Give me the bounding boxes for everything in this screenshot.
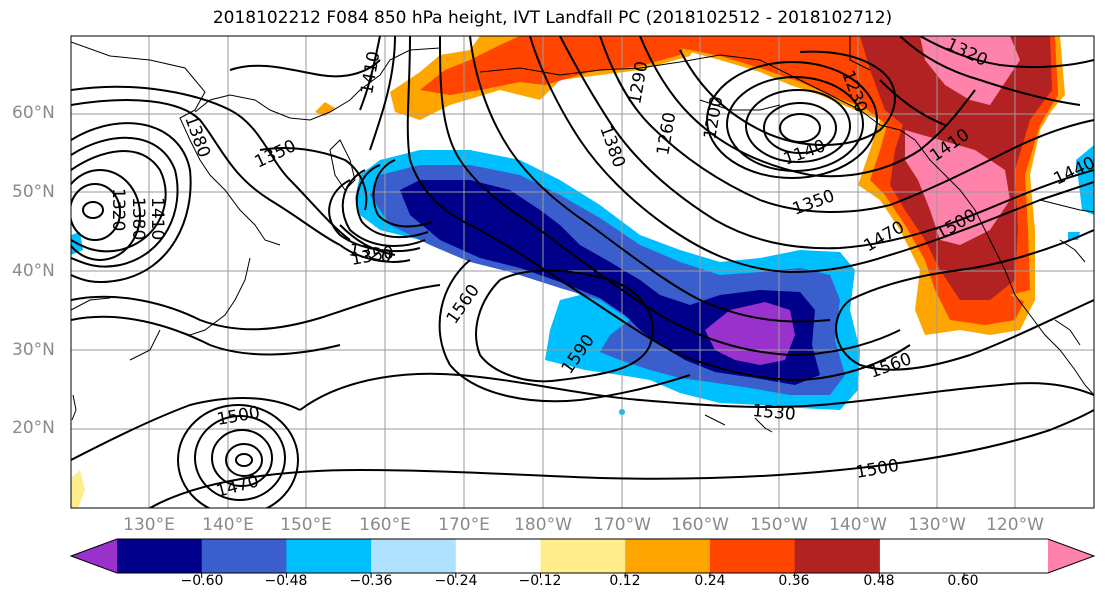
colorbar: [69, 538, 1096, 578]
contour-label: 1320: [108, 188, 128, 231]
colorbar-segment: [794, 539, 880, 573]
lat-label: 30°N: [12, 340, 55, 360]
lon-label: 140°W: [829, 515, 887, 535]
lon-label: 150°E: [280, 515, 332, 535]
colorbar-tick-label: −0.24: [434, 573, 478, 589]
colorbar-segment: [117, 539, 203, 573]
colorbar-segment: [709, 539, 796, 573]
colorbar-segment: [625, 539, 711, 573]
colorbar-segments: [117, 539, 880, 573]
colorbar-segment: [455, 539, 542, 573]
contour-label: 1410: [147, 197, 167, 240]
lon-label: 170°W: [593, 515, 651, 535]
contour-label: 1380: [128, 197, 148, 240]
colorbar-segment: [371, 539, 457, 573]
lon-label: 150°W: [750, 515, 808, 535]
lon-label: 170°E: [438, 515, 490, 535]
colorbar-tick-label: 0.48: [863, 573, 895, 589]
colorbar-tick-label: −0.12: [518, 573, 562, 589]
colorbar-tick-label: −0.36: [349, 573, 393, 589]
colorbar-tick-label: 0.60: [947, 573, 979, 589]
colorbar-segment: [540, 539, 626, 573]
contour-label: 1530: [752, 401, 797, 425]
colorbar-outline: [69, 538, 1096, 574]
map-title: 2018102212 F084 850 hPa height, IVT Land…: [212, 8, 893, 28]
colorbar-tick-label: 0.36: [778, 573, 810, 589]
lon-label: 130°W: [908, 515, 966, 535]
lon-label: 160°E: [359, 515, 411, 535]
colorbar-low-extension: [71, 539, 117, 573]
colorbar-tick-label: −0.48: [264, 573, 308, 589]
lat-label: 40°N: [12, 261, 55, 281]
lon-label: 120°W: [986, 515, 1044, 535]
colorbar-tick-label: 0.24: [694, 573, 726, 589]
map-plot-area: 1380 1410 1350 1320 1290 1260 1200 1230 …: [71, 36, 1094, 508]
lon-label: 160°W: [671, 515, 729, 535]
colorbar-segment: [201, 539, 287, 573]
lat-label: 50°N: [12, 182, 55, 202]
lon-label: 180°W: [514, 515, 572, 535]
lat-label: 60°N: [12, 103, 55, 123]
colorbar-ticks: [201, 573, 965, 578]
colorbar-segment: [286, 539, 372, 573]
height-contours: [71, 36, 1094, 508]
colorbar-high-extension: [1048, 539, 1094, 573]
plot-frame: [70, 35, 1095, 509]
colorbar-tick-label: 0.12: [609, 573, 641, 589]
lon-label: 130°E: [123, 515, 175, 535]
lat-label: 20°N: [12, 418, 55, 438]
lon-label: 140°E: [202, 515, 254, 535]
colorbar-tick-label: −0.60: [180, 573, 224, 589]
